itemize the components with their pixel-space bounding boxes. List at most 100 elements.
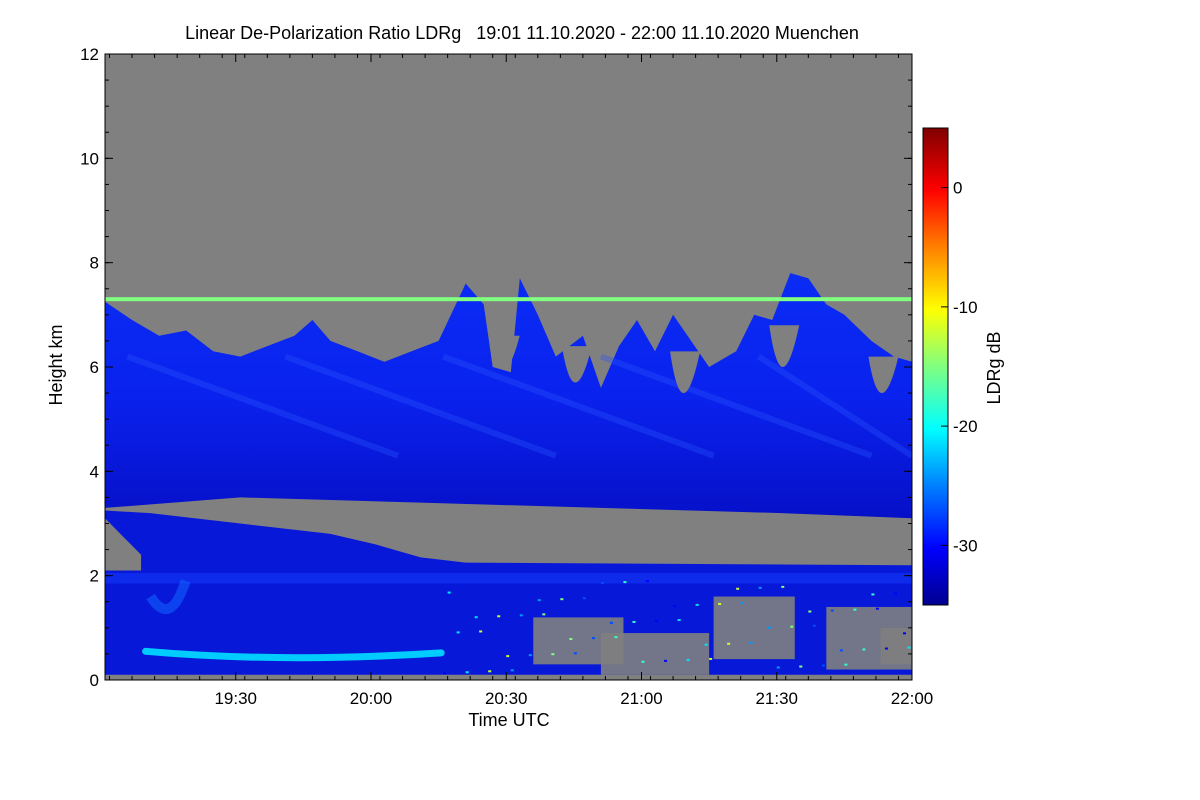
y-tick-label: 2: [90, 567, 99, 586]
boundary-layer: [105, 510, 912, 675]
speckle: [456, 631, 460, 634]
speckle: [609, 621, 613, 624]
speckle: [623, 581, 627, 584]
speckle: [677, 619, 681, 622]
cirrus-gap: [769, 325, 800, 367]
speckle: [519, 614, 523, 617]
missing-patch: [105, 518, 142, 571]
fall-streak: [442, 353, 715, 459]
colorbar-tick-label: -10: [953, 298, 978, 317]
speckle: [614, 636, 618, 639]
speckle: [573, 652, 577, 655]
colorbar-tick-label: -20: [953, 417, 978, 436]
x-tick-label: 22:00: [891, 689, 934, 708]
speckle: [790, 625, 794, 628]
fall-streak: [126, 353, 400, 459]
y-axis: 0 2 4 6 8 10 12: [80, 45, 912, 690]
speckle: [600, 582, 604, 585]
speckle: [479, 630, 483, 633]
bright-band: [142, 647, 445, 662]
speckle: [704, 643, 708, 646]
speckle: [447, 591, 451, 594]
plot-area: [105, 54, 912, 680]
speckle: [808, 610, 812, 613]
speckle: [862, 648, 866, 651]
y-tick-label: 0: [90, 671, 99, 690]
speckle: [907, 646, 911, 649]
speckle: [727, 642, 731, 645]
speckle: [686, 658, 690, 661]
speckle: [799, 665, 803, 668]
thin-layer-line: [105, 297, 912, 302]
speckle: [646, 580, 650, 583]
speckle: [758, 586, 762, 589]
speckle: [718, 602, 722, 605]
speckle: [767, 626, 771, 629]
speckle: [821, 664, 825, 667]
speckle: [542, 613, 546, 616]
colorbar-label: LDRg dB: [984, 331, 1004, 404]
missing-patch: [600, 633, 710, 675]
cirrus-gap: [670, 351, 701, 394]
speckle: [528, 654, 532, 657]
speckle: [893, 592, 897, 595]
speckle: [884, 647, 888, 650]
x-tick-label: 21:30: [755, 689, 798, 708]
cirrus-gap: [489, 335, 520, 370]
speckle: [673, 604, 677, 607]
colorbar: [922, 127, 949, 606]
speckle: [740, 601, 744, 604]
missing-patch: [880, 627, 912, 665]
x-tick-label: 21:00: [620, 689, 663, 708]
speckle: [510, 669, 514, 672]
x-tick-label: 20:30: [485, 689, 528, 708]
chart-title: Linear De-Polarization Ratio LDRg 19:01 …: [185, 23, 859, 43]
cirrus-layer: [105, 273, 912, 519]
y-tick-label: 8: [90, 254, 99, 273]
missing-patch: [713, 596, 795, 660]
x-tick-label: 20:00: [350, 689, 393, 708]
speckle: [582, 597, 586, 600]
speckle: [736, 587, 740, 590]
cirrus-gap: [868, 356, 899, 394]
speckle: [776, 666, 780, 669]
speckle: [664, 659, 668, 662]
speckle: [641, 660, 645, 663]
speckle: [844, 663, 848, 666]
y-tick-label: 6: [90, 358, 99, 377]
colorbar-tick-label: -30: [953, 536, 978, 555]
speckle: [655, 620, 659, 623]
speckle: [497, 615, 501, 618]
speckle: [560, 598, 564, 601]
speckle: [709, 657, 713, 660]
precip-plume: [146, 579, 191, 614]
speckle: [632, 620, 636, 623]
colorbar-ticks: 0 -10 -20 -30: [941, 179, 978, 555]
y-tick-label: 10: [80, 149, 99, 168]
y-tick-label: 12: [80, 45, 99, 64]
colorbar-tick-label: 0: [953, 179, 962, 198]
speckle: [695, 603, 699, 606]
speckle: [839, 649, 843, 652]
speckle: [488, 670, 492, 673]
speckle: [749, 641, 753, 644]
speckle: [465, 671, 469, 674]
speckle: [569, 638, 573, 641]
speckle: [853, 608, 857, 611]
x-axis-label: Time UTC: [468, 710, 549, 730]
speckle: [830, 609, 834, 612]
speckle: [871, 593, 875, 596]
fall-streak: [757, 354, 912, 459]
speckle: [537, 599, 541, 602]
speckle: [591, 637, 595, 640]
low-layer-band: [105, 573, 912, 584]
y-tick-label: 4: [90, 462, 99, 481]
speckle: [902, 632, 906, 635]
speckle: [551, 653, 555, 656]
fall-streak: [284, 353, 557, 459]
speckle: [781, 585, 785, 588]
x-axis: 19:30 20:00 20:30 21:00 21:30 22:00: [109, 54, 934, 708]
speckle: [474, 616, 478, 619]
y-axis-label: Height km: [46, 324, 66, 405]
